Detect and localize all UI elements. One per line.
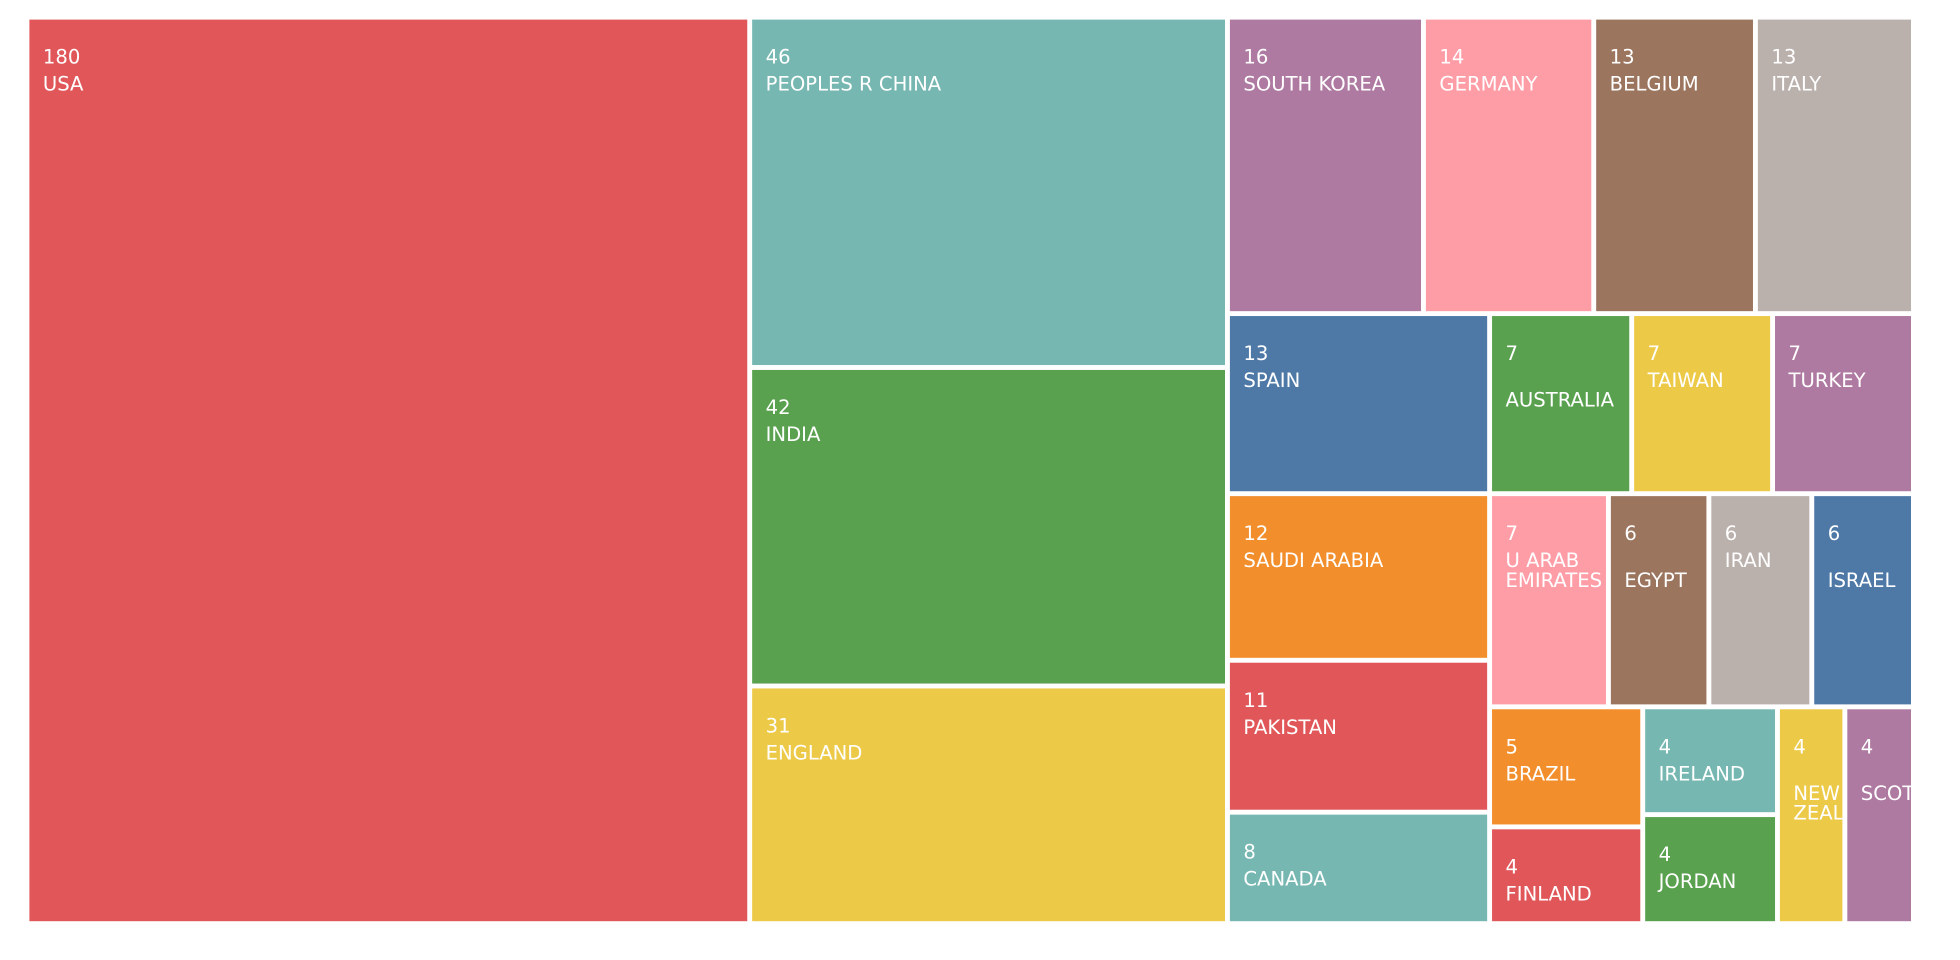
tile-name-label: U ARAB EMIRATES: [1505, 548, 1603, 592]
tile-name-label: ENGLAND: [765, 741, 863, 765]
tile-value-label: 7: [1505, 341, 1519, 366]
tile-name-label: JORDAN: [1658, 869, 1737, 894]
tile-value-label: 4: [1658, 735, 1672, 759]
treemap-tile-scotland[interactable]: 4 SCOTLAND: [1847, 709, 1911, 922]
tile-value-label: 7: [1788, 341, 1801, 366]
tile-value-label: 6: [1624, 521, 1637, 546]
tile-name-label: BRAZIL: [1505, 761, 1576, 786]
tile-name-label: SPAIN: [1243, 368, 1301, 392]
tile-value-label: 7: [1505, 521, 1519, 546]
tile-name-label: IRAN: [1724, 548, 1772, 573]
tile-value-label: 46: [765, 45, 791, 69]
treemap-tile-canada[interactable]: 8 CANADA: [1229, 814, 1488, 922]
tile-name-label: FINLAND: [1505, 882, 1592, 906]
tile-value-label: 14: [1439, 45, 1465, 69]
tile-value-label: 180: [42, 45, 81, 69]
tile-value-label: 42: [765, 395, 791, 419]
tile-value-label: 16: [1243, 45, 1269, 69]
tile-value-label: 5: [1505, 735, 1519, 759]
treemap-tile-belgium[interactable]: 13 BELGIUM: [1596, 19, 1753, 312]
tile-value-label: 4: [1658, 842, 1672, 867]
treemap-tile-peoples-r-china[interactable]: 46 PEOPLES R CHINA: [752, 19, 1225, 366]
treemap-tile-israel[interactable]: 6 ISRAEL: [1814, 496, 1911, 705]
tile-value-label: 11: [1243, 688, 1269, 712]
treemap-tile-finland[interactable]: 4 FINLAND: [1492, 829, 1641, 922]
tile-value-label: 13: [1243, 341, 1269, 366]
treemap-tile-pakistan[interactable]: 11 PAKISTAN: [1229, 662, 1488, 810]
treemap-tile-usa[interactable]: 180 USA: [29, 19, 748, 922]
tile-name-label: BELGIUM: [1609, 72, 1699, 96]
tile-name-label: AUSTRALIA: [1505, 388, 1615, 412]
tile-name-label: ITALY: [1771, 72, 1822, 96]
tile-value-label: 8: [1243, 840, 1256, 864]
treemap-tile-turkey[interactable]: 7 TURKEY: [1775, 316, 1911, 492]
tile-value-label: 4: [1793, 735, 1806, 759]
tile-name-label: EGYPT: [1624, 568, 1687, 592]
treemap-tile-saudi-arabia[interactable]: 12 SAUDI ARABIA: [1229, 496, 1488, 658]
treemap-tile-taiwan[interactable]: 7 TAIWAN: [1634, 316, 1771, 492]
tile-value-label: 4: [1860, 735, 1874, 759]
tile-name-label: SOUTH KOREA: [1243, 72, 1386, 96]
treemap-tile-south-korea[interactable]: 16 SOUTH KOREA: [1229, 19, 1421, 312]
tile-value-label: 6: [1724, 521, 1738, 546]
treemap-tile-iran[interactable]: 6 IRAN: [1711, 496, 1810, 705]
treemap-tile-india[interactable]: 42 INDIA: [752, 369, 1225, 684]
tile-name-label: PEOPLES R CHINA: [765, 72, 942, 96]
treemap-tile-new-zealand[interactable]: 4 NEW ZEALAND: [1779, 709, 1843, 922]
tile-value-label: 4: [1505, 855, 1519, 879]
treemap-tile-brazil[interactable]: 5 BRAZIL: [1492, 709, 1641, 825]
tile-name-label: IRELAND: [1658, 761, 1745, 786]
treemap-tile-ireland[interactable]: 4 IRELAND: [1645, 709, 1776, 813]
treemap-tile-spain[interactable]: 13 SPAIN: [1229, 316, 1488, 492]
treemap-tile-australia[interactable]: 7 AUSTRALIA: [1492, 316, 1630, 492]
tile-name-label: GERMANY: [1439, 72, 1538, 96]
tile-name-label: ISRAEL: [1827, 568, 1896, 592]
tile-value-label: 13: [1609, 45, 1635, 69]
treemap-tile-germany[interactable]: 14 GERMANY: [1425, 19, 1592, 312]
tile-name-label: SAUDI ARABIA: [1243, 548, 1384, 573]
treemap-tile-england[interactable]: 31 ENGLAND: [752, 688, 1225, 922]
tile-name-label: CANADA: [1243, 867, 1327, 891]
tile-name-label: PAKISTAN: [1243, 715, 1337, 739]
tile-name-label: TURKEY: [1788, 368, 1866, 392]
tile-value-label: 6: [1827, 521, 1841, 546]
tile-value-label: 12: [1243, 521, 1269, 546]
tile-name-label: INDIA: [765, 422, 821, 446]
tile-name-label: SCOTLAND: [1860, 781, 1911, 805]
tile-name-label: TAIWAN: [1647, 368, 1724, 392]
tile-name-label: NEW ZEALAND: [1793, 781, 1842, 825]
treemap-tile-egypt[interactable]: 6 EGYPT: [1610, 496, 1707, 705]
tile-value-label: 13: [1771, 45, 1797, 69]
treemap-tile-jordan[interactable]: 4 JORDAN: [1645, 817, 1776, 922]
tile-value-label: 31: [765, 714, 791, 738]
tile-name-label: USA: [42, 72, 84, 96]
tile-value-label: 7: [1647, 341, 1661, 366]
treemap-tile-italy[interactable]: 13 ITALY: [1757, 19, 1911, 312]
